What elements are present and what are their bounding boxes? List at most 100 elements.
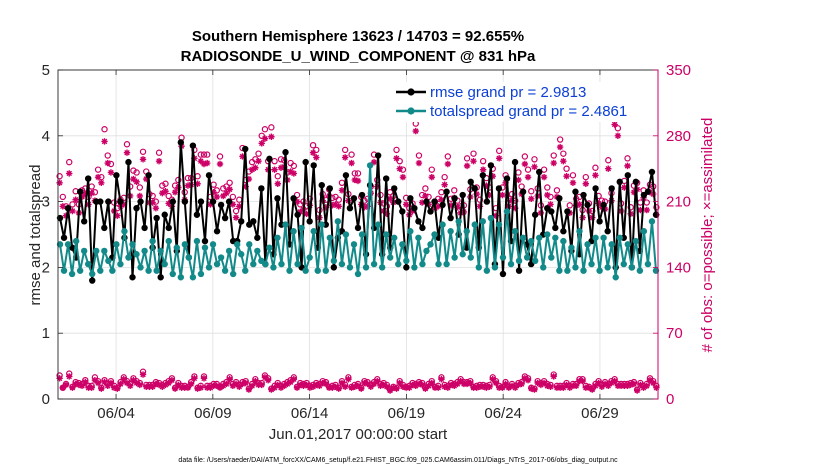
rmse-point bbox=[374, 152, 382, 159]
obs-assimilated-marker bbox=[316, 382, 323, 390]
obs-assimilated-marker bbox=[614, 132, 622, 139]
obs-assimilated-marker bbox=[220, 382, 227, 390]
rmse-point bbox=[282, 149, 289, 156]
legend-box bbox=[392, 82, 642, 122]
spread-point bbox=[229, 270, 237, 278]
obs-assimilated-marker bbox=[194, 180, 201, 187]
obs-assimilated-marker bbox=[479, 166, 487, 173]
obs-assimilated-marker bbox=[553, 384, 561, 391]
spread-point bbox=[636, 267, 644, 274]
obs-possible-marker bbox=[136, 184, 144, 191]
y-right-tick-label: 210 bbox=[666, 194, 691, 211]
spread-point bbox=[624, 241, 631, 248]
obs-assimilated-marker bbox=[236, 203, 243, 210]
obs-assimilated-marker bbox=[94, 379, 102, 387]
spread-point bbox=[201, 244, 209, 251]
legend-spread-label: totalspread grand pr = 2.4861 bbox=[430, 103, 627, 120]
spread-point bbox=[576, 228, 583, 235]
obs-possible-marker bbox=[508, 190, 516, 198]
rmse-point bbox=[467, 178, 474, 186]
obs-assimilated-marker bbox=[78, 382, 86, 390]
rmse-point bbox=[479, 172, 487, 179]
spread-point bbox=[64, 241, 72, 248]
obs-assimilated-marker bbox=[62, 381, 70, 389]
obs-assimilated-marker bbox=[220, 192, 227, 200]
obs-assimilated-marker bbox=[431, 384, 439, 391]
obs-assimilated-marker bbox=[66, 373, 73, 380]
obs-assimilated-marker bbox=[159, 189, 166, 197]
spread-point bbox=[262, 260, 269, 268]
obs-assimilated-marker bbox=[354, 382, 362, 390]
obs-assimilated-marker bbox=[232, 214, 240, 221]
spread-point bbox=[427, 241, 434, 248]
obs-assimilated-marker bbox=[377, 382, 384, 390]
spread-point bbox=[85, 260, 92, 268]
spread-point bbox=[294, 260, 301, 268]
obs-assimilated-marker bbox=[123, 149, 131, 156]
obs-assimilated-marker bbox=[207, 201, 214, 208]
obs-assimilated-marker bbox=[248, 382, 256, 390]
obs-assimilated-marker bbox=[595, 200, 602, 207]
obs-possible-marker bbox=[162, 180, 169, 187]
rmse-point bbox=[177, 139, 185, 146]
y-right-tick-label: 70 bbox=[666, 325, 683, 342]
obs-assimilated-marker bbox=[560, 157, 567, 165]
obs-assimilated-marker bbox=[396, 165, 403, 172]
obs-assimilated-marker bbox=[563, 173, 570, 180]
obs-possible-marker bbox=[123, 141, 131, 148]
rmse-point bbox=[483, 198, 491, 205]
obs-assimilated-marker bbox=[518, 380, 525, 388]
rmse-point bbox=[197, 198, 205, 205]
rmse-point bbox=[225, 198, 233, 205]
obs-assimilated-marker bbox=[402, 384, 410, 391]
spread-point bbox=[592, 234, 599, 241]
rmse-point bbox=[415, 218, 422, 225]
obs-possible-marker bbox=[104, 152, 111, 159]
obs-possible-marker bbox=[130, 167, 137, 174]
obs-assimilated-marker bbox=[104, 382, 111, 390]
obs-possible-marker bbox=[290, 162, 298, 170]
y-left-tick-label: 3 bbox=[42, 194, 50, 211]
spread-point bbox=[527, 237, 535, 245]
obs-possible-marker bbox=[553, 187, 561, 194]
obs-assimilated-marker bbox=[114, 385, 121, 392]
obs-possible-marker bbox=[524, 166, 532, 173]
obs-assimilated-marker bbox=[130, 175, 137, 183]
obs-assimilated-marker bbox=[165, 200, 172, 207]
spread-point bbox=[68, 270, 76, 278]
obs-assimilated-marker bbox=[605, 165, 612, 172]
rmse-point bbox=[451, 195, 458, 202]
obs-assimilated-marker bbox=[313, 381, 320, 389]
spread-point bbox=[233, 241, 241, 248]
obs-possible-marker bbox=[261, 126, 269, 133]
obs-assimilated-marker bbox=[226, 186, 233, 193]
obs-assimilated-marker bbox=[492, 212, 500, 219]
obs-assimilated-marker bbox=[152, 380, 160, 388]
obs-assimilated-marker bbox=[191, 375, 198, 382]
rmse-point bbox=[531, 211, 539, 218]
obs-assimilated-marker bbox=[159, 383, 166, 390]
obs-assimilated-marker bbox=[271, 384, 278, 391]
obs-assimilated-marker bbox=[319, 379, 326, 387]
obs-assimilated-marker bbox=[624, 162, 631, 170]
obs-assimilated-marker bbox=[579, 377, 586, 385]
y-left-tick-label: 0 bbox=[42, 391, 50, 408]
rmse-point bbox=[495, 185, 503, 192]
obs-possible-marker bbox=[560, 150, 567, 157]
rmse-point bbox=[80, 218, 88, 225]
obs-possible-marker bbox=[293, 191, 301, 199]
obs-assimilated-marker bbox=[139, 371, 147, 378]
rmse-point bbox=[169, 198, 176, 205]
rmse-point bbox=[137, 198, 144, 205]
spread-point bbox=[177, 274, 185, 281]
obs-assimilated-marker bbox=[499, 191, 506, 199]
obs-assimilated-marker bbox=[383, 383, 391, 390]
obs-assimilated-marker bbox=[274, 381, 281, 389]
obs-assimilated-marker bbox=[168, 377, 176, 384]
spread-point bbox=[60, 267, 68, 274]
obs-assimilated-marker bbox=[297, 381, 304, 389]
obs-possible-marker bbox=[216, 153, 224, 160]
rmse-point bbox=[294, 211, 301, 218]
obs-assimilated-marker bbox=[393, 155, 400, 162]
obs-assimilated-marker bbox=[383, 210, 391, 218]
